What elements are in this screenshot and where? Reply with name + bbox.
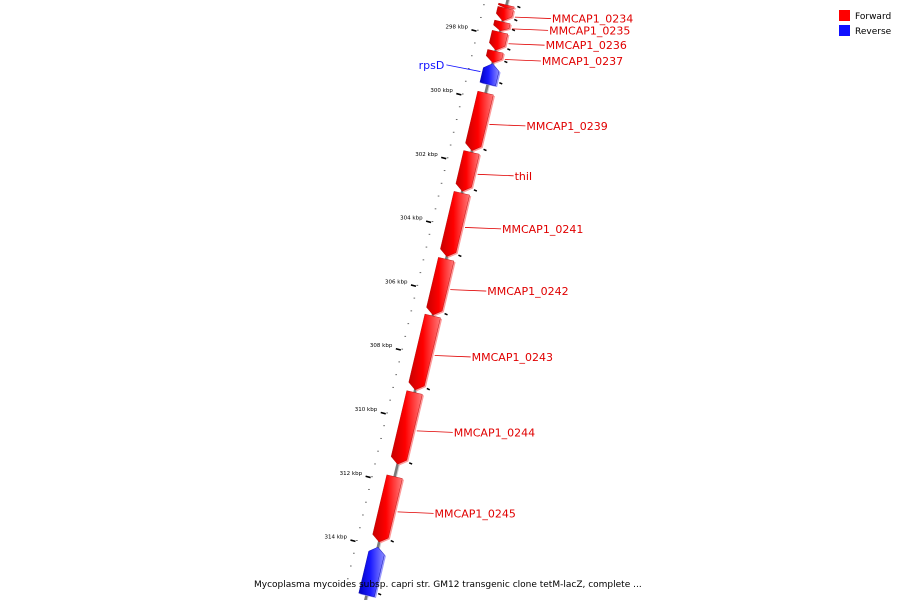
major-tick xyxy=(471,29,477,32)
feature-leader-line xyxy=(416,430,453,433)
forward-gene-arrow xyxy=(408,313,441,391)
major-tick xyxy=(410,284,417,288)
reverse-gene-arrow xyxy=(358,546,385,598)
legend-reverse-label: Reverse xyxy=(855,27,892,37)
forward-gene-arrow xyxy=(372,474,403,543)
tick-label: 300 kbp xyxy=(430,88,453,94)
major-tick xyxy=(380,411,386,415)
major-tick xyxy=(441,156,447,160)
tick-label: 306 kbp xyxy=(385,279,408,285)
tick-label: 298 kbp xyxy=(446,24,469,30)
map-caption: Mycoplasma mycoides subsp. capri str. GM… xyxy=(254,580,642,590)
forward-gene-arrow xyxy=(498,2,515,9)
tick-label: 308 kbp xyxy=(370,343,393,349)
feature-end-tick xyxy=(458,254,462,258)
tick-label: 302 kbp xyxy=(415,152,438,158)
gene-label: MMCAP1_0243 xyxy=(472,351,553,364)
major-tick xyxy=(395,347,402,351)
gene-label: MMCAP1_0244 xyxy=(454,426,535,439)
tick-label: 310 kbp xyxy=(355,407,378,413)
gene-label: MMCAP1_0237 xyxy=(542,55,623,68)
feature-leader-line xyxy=(489,124,526,127)
gene-label: MMCAP1_0239 xyxy=(526,120,607,133)
gene-label: MMCAP1_0241 xyxy=(502,223,583,236)
forward-gene-arrow xyxy=(485,49,504,63)
feature-leader-line xyxy=(464,227,502,230)
feature-end-tick xyxy=(377,592,382,596)
feature-end-tick xyxy=(507,48,511,51)
feature-leader-line xyxy=(450,289,487,292)
major-tick xyxy=(365,475,371,479)
major-tick xyxy=(350,539,356,543)
tick-label: 304 kbp xyxy=(400,216,423,222)
forward-gene-arrow xyxy=(455,150,480,192)
major-tick xyxy=(425,220,432,224)
major-ticks: 298 kbp 300 kbp 302 kbp 304 kbp 306 kbp 308 k… xyxy=(325,24,477,543)
feature-leader-line xyxy=(397,511,434,514)
legend-forward-swatch xyxy=(839,10,850,21)
forward-gene-arrow xyxy=(496,6,514,22)
gene-label: MMCAP1_0234 xyxy=(552,13,633,26)
feature-end-tick xyxy=(511,28,516,32)
gene-label: MMCAP1_0236 xyxy=(546,39,627,52)
feature-leader-line xyxy=(504,59,541,62)
minor-ticks xyxy=(346,4,485,580)
feature-end-tick xyxy=(426,387,431,391)
legend: Forward Reverse xyxy=(839,10,892,37)
feature-end-tick xyxy=(514,18,518,22)
feature-end-tick xyxy=(504,60,508,64)
feature-end-tick xyxy=(444,312,448,316)
forward-gene-arrow xyxy=(390,390,423,465)
forward-gene-arrow xyxy=(489,30,509,51)
feature-leader-line xyxy=(512,28,549,31)
major-tick xyxy=(456,92,462,96)
feature-end-tick xyxy=(517,5,521,9)
tick-label: 312 kbp xyxy=(340,471,363,477)
features xyxy=(358,2,521,599)
feature-leader-line xyxy=(434,355,471,358)
forward-gene-arrow xyxy=(426,257,455,316)
feature-end-tick xyxy=(499,81,503,85)
feature-end-tick xyxy=(390,539,394,543)
gene-label: rpsD xyxy=(419,59,445,72)
feature-leader-line xyxy=(477,173,514,177)
gene-label: MMCAP1_0235 xyxy=(549,24,630,37)
legend-forward-label: Forward xyxy=(855,12,891,22)
tick-label: 314 kbp xyxy=(325,535,348,541)
forward-gene-arrow xyxy=(440,191,470,257)
feature-end-tick xyxy=(483,148,487,152)
feature-leader-line xyxy=(514,16,551,19)
legend-reverse-swatch xyxy=(839,25,850,36)
gene-label: MMCAP1_0242 xyxy=(487,285,568,298)
reverse-gene-arrow xyxy=(479,63,500,87)
feature-leader-line xyxy=(508,43,545,46)
gene-label: thiI xyxy=(515,170,533,183)
forward-gene-arrow xyxy=(493,19,511,32)
gene-label: MMCAP1_0245 xyxy=(435,507,516,520)
feature-leader-line xyxy=(446,64,481,72)
feature-end-tick xyxy=(408,462,413,465)
feature-end-tick xyxy=(473,189,478,192)
forward-gene-arrow xyxy=(465,90,494,151)
